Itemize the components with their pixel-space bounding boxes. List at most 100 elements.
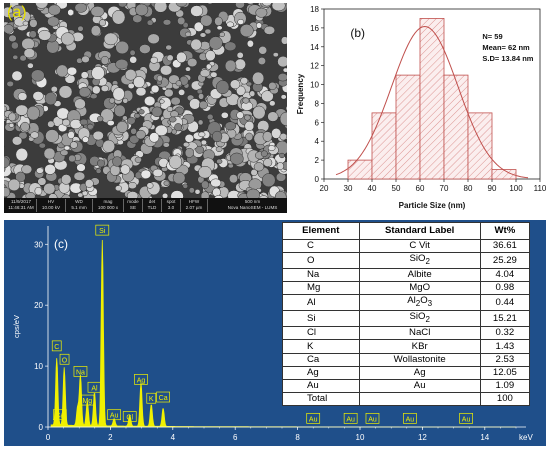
peak-label-box [87, 381, 102, 393]
peak-label: C [51, 340, 62, 352]
sem-info-separator [161, 199, 162, 212]
peak-label-box [146, 392, 157, 404]
x-tick-label: 50 [392, 184, 401, 193]
x-tick-label: 20 [320, 184, 329, 193]
peak-label-text: Ag [137, 377, 146, 384]
x-tick-label: 90 [488, 184, 497, 193]
table-cell: 0.98 [479, 281, 531, 296]
peak-label-text: Ca [55, 413, 64, 420]
peak-label-box [95, 224, 110, 236]
table-cell: C [282, 238, 360, 254]
sem-particles [4, 3, 287, 207]
x-tick-label: 100 [509, 184, 523, 193]
sem-info-cell: mag 100 000 x [93, 199, 123, 210]
peak-label: Au [107, 409, 121, 421]
table-cell: Ag [282, 365, 360, 381]
gaussian-fit-curve [335, 25, 529, 179]
table-row: Ca Wollastonite 2.53 [282, 352, 531, 367]
peak-label-text: Ca [159, 395, 168, 402]
peak-label: Al [87, 381, 102, 393]
sem-info-top: mode [127, 199, 139, 204]
table-cell: KBr [358, 339, 481, 354]
panel-a-label: (a) [7, 4, 27, 21]
peak-label-box [459, 412, 473, 424]
y-tick-label: 10 [34, 362, 43, 371]
x-tick-label: 40 [368, 184, 377, 193]
table-cell: Cl [282, 326, 360, 341]
eds-spectrum: 0 2 4 6 8 10 12 140102030keVcps/eV(c)CONaAlMgCa… [12, 224, 533, 442]
histogram-bar [371, 112, 397, 180]
x-tick-label: 14 [480, 433, 489, 442]
table-cell: 100 [479, 392, 531, 407]
table-cell: Ca [282, 352, 360, 367]
y-tick-label: 12 [310, 62, 319, 71]
peak-label-box [403, 412, 417, 424]
sem-info-bar: 11/9/2017 11:46:31 AM HV 10.00 kV WD 5.1 mm ma… [4, 198, 287, 213]
table-cell: 25.29 [479, 252, 531, 270]
x-tick-label: 80 [464, 184, 473, 193]
y-tick-label: 6 [315, 118, 320, 127]
sem-info-bottom: 2.07 µm [185, 204, 203, 210]
table-cell: Au [282, 379, 360, 394]
table-cell: Au [358, 379, 481, 394]
peak-label: Au [459, 412, 473, 424]
table-cell: 1.09 [479, 379, 531, 394]
x-tick-label: 4 [171, 433, 176, 442]
table-cell: Al [282, 294, 360, 312]
table-cell: SiO2 [358, 252, 481, 270]
peak-label: Na [73, 366, 88, 377]
y-tick-label: 18 [310, 5, 319, 14]
y-tick-label: 14 [310, 43, 319, 52]
table-header: Wt% [479, 222, 531, 240]
table-cell: Na [282, 268, 360, 283]
peak-label: Si [95, 224, 110, 236]
table-row: Ag Ag 12.05 [282, 365, 531, 381]
histogram-bar [395, 74, 421, 180]
peak-label-box [51, 340, 62, 352]
x-tick-label: 110 [534, 184, 547, 193]
peak-label-text: Au [346, 416, 355, 423]
peak-label: Cl [122, 411, 137, 422]
x-axis-label: Particle Size (nm) [399, 201, 466, 210]
x-tick-label: 0 [46, 433, 51, 442]
peak-label-text: O [62, 357, 68, 364]
sem-info-bottom: SE [129, 204, 137, 210]
peak-label: Au [365, 412, 380, 424]
sem-info-bottom: 3.0 [167, 204, 175, 210]
table-row: Total 100 [282, 392, 531, 407]
table-cell: Si [282, 310, 360, 328]
sem-info-top: HFW [188, 199, 200, 204]
y-tick-label: 30 [34, 240, 43, 249]
table-row: K KBr 1.43 [282, 339, 531, 354]
peak-label: K [146, 392, 157, 404]
x-tick-label: 30 [344, 184, 353, 193]
table-cell: 1.43 [479, 339, 531, 354]
x-tick-label: 2 [108, 433, 113, 442]
peak-label: Ca [156, 391, 170, 403]
table-cell: Total [282, 392, 360, 407]
sem-info-separator [142, 199, 143, 212]
table-cell: 15.21 [479, 310, 531, 328]
x-tick-label: 12 [418, 433, 427, 442]
peak-label: O [59, 353, 70, 365]
peak-label-text: Au [368, 416, 377, 423]
peak-label: Mg [80, 394, 95, 406]
y-tick-label: 8 [315, 99, 320, 108]
peak-label-box [73, 366, 88, 377]
y-axis-label: Frequency [296, 73, 305, 114]
sem-info-top: 500 nm [244, 199, 261, 204]
sem-info-bottom: 5.1 mm [71, 204, 87, 210]
sem-info-bottom: Nova NanoSEM - LUMS [227, 204, 278, 210]
y-axis-label: cps/eV [12, 315, 21, 338]
table-cell: Al2O3 [358, 294, 481, 312]
sem-info-cell: det TLD [143, 199, 161, 210]
peak-label-text: C [54, 344, 59, 351]
sem-info-cell: 500 nm Nova NanoSEM - LUMS [208, 199, 287, 210]
sem-info-separator [207, 199, 208, 212]
table-row: Au Au 1.09 [282, 379, 531, 394]
x-tick-label: 70 [440, 184, 449, 193]
peak-label-text: Au [406, 416, 415, 423]
peak-label: Au [306, 412, 321, 424]
